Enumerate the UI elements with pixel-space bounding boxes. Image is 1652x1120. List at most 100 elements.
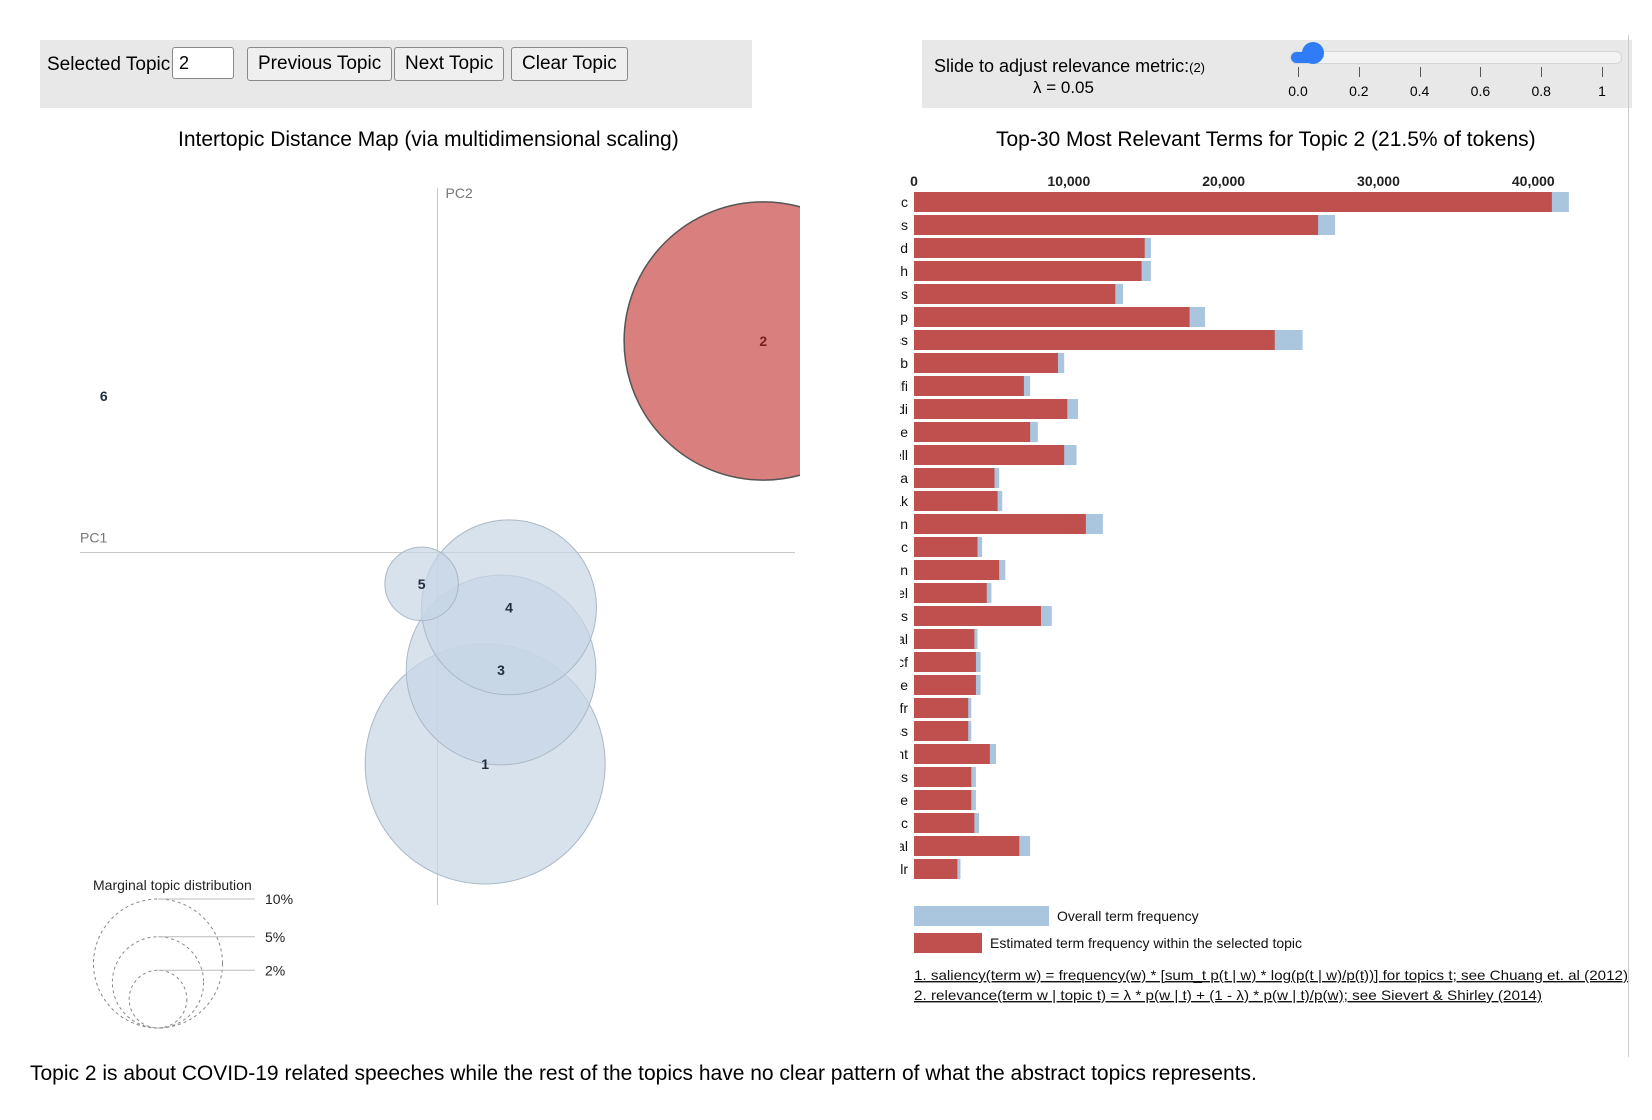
bar-topic-mdi[interactable] xyxy=(914,399,1068,419)
intertopic-map-title: Intertopic Distance Map (via multidimens… xyxy=(178,128,679,151)
relevant-terms-chart: 0 10,000 20,000 30,000 40,000 pandemic virus c… xyxy=(900,173,1628,1003)
bar-topic-ilcs[interactable] xyxy=(914,330,1275,350)
bar-topic-cra[interactable] xyxy=(914,468,995,488)
topic-circle-5[interactable] xyxy=(384,546,459,622)
term-label-prepandemic[interactable]: prepandemic xyxy=(900,815,908,831)
bar-topic-stablecoin[interactable] xyxy=(914,560,1000,580)
slider-tick-label: 0.6 xyxy=(1470,83,1491,99)
bar-x-tick-label: 30,000 xyxy=(1357,173,1400,189)
term-label-ilcs[interactable]: ilcs xyxy=(900,332,908,348)
relevance-slider-panel: Slide to adjust relevance metric:(2) λ =… xyxy=(922,40,1632,108)
panel-divider xyxy=(1628,35,1629,1057)
term-label-hardship_across[interactable]: hardship_across xyxy=(900,723,908,739)
slider-tick-label: 0.0 xyxy=(1288,83,1308,99)
bar-topic-listens_event[interactable] xyxy=(914,744,990,764)
previous-topic-button[interactable]: Previous Topic xyxy=(247,47,393,81)
bar-topic-virus[interactable] xyxy=(914,215,1319,235)
bar-footnote[interactable]: 2. relevance(term w | topic t) = λ * p(w… xyxy=(914,987,1542,1003)
lambda-value: λ = 0.05 xyxy=(1033,78,1094,97)
bar-topic-coronavirus_outbreak[interactable] xyxy=(914,491,998,511)
term-label-interim_final[interactable]: interim_final xyxy=(900,631,908,647)
term-label-fintech[interactable]: fintech xyxy=(900,263,908,279)
bar-topic-smccf[interactable] xyxy=(914,652,976,672)
bar-topic-cdfi[interactable] xyxy=(914,376,1024,396)
next-topic-button[interactable]: Next Topic xyxy=(394,47,505,81)
selected-topic-input[interactable] xyxy=(172,47,234,79)
bar-legend-swatch xyxy=(914,933,982,953)
pc1-axis-label: PC1 xyxy=(80,530,107,546)
bar-topic-fintech[interactable] xyxy=(914,261,1142,281)
topic-label-3: 3 xyxy=(497,662,505,678)
term-label-vaccine[interactable]: vaccine xyxy=(900,424,908,440)
bar-topic-prepandemic[interactable] xyxy=(914,813,975,833)
relevance-slider[interactable] xyxy=(1290,51,1622,64)
relevant-terms-title: Top-30 Most Relevant Terms for Topic 2 (… xyxy=(996,128,1536,151)
bar-topic-climaterelate[interactable] xyxy=(914,675,976,695)
bar-x-tick-label: 0 xyxy=(910,173,918,189)
term-label-sofr[interactable]: sofr xyxy=(900,700,908,716)
bar-topic-sofr[interactable] xyxy=(914,698,969,718)
term-label-cdfis[interactable]: cdfis xyxy=(900,608,908,624)
slider-tick-label: 0.8 xyxy=(1531,83,1551,99)
bar-topic-ccp[interactable] xyxy=(914,307,1190,327)
term-label-ccp[interactable]: ccp xyxy=(900,309,908,325)
term-label-covid[interactable]: covid xyxy=(900,240,908,256)
size-legend-circle xyxy=(128,969,188,1029)
bar-topic-cdfis[interactable] xyxy=(914,606,1041,626)
term-label-coronavirus_outbreak[interactable]: coronavirus_outbreak xyxy=(900,493,909,509)
topic-circle-2[interactable] xyxy=(623,201,800,481)
term-label-mdi[interactable]: mdi xyxy=(900,401,908,417)
bar-x-tick-label: 40,000 xyxy=(1512,173,1555,189)
term-label-chair_powell[interactable]: chair_powell xyxy=(900,447,908,463)
bar-topic-causing_tremendous[interactable] xyxy=(914,767,972,787)
term-label-rural_communitie[interactable]: rural_communitie xyxy=(900,792,908,808)
bar-topic-chair_powell[interactable] xyxy=(914,445,1065,465)
bar-topic-interim_final[interactable] xyxy=(914,629,975,649)
term-label-ccyb[interactable]: ccyb xyxy=(900,355,908,371)
slider-label: Slide to adjust relevance metric:(2) xyxy=(934,56,1206,76)
slider-tick xyxy=(1419,67,1421,77)
bar-topic-ccyb[interactable] xyxy=(914,353,1058,373)
bar-topic-rural_communitie[interactable] xyxy=(914,790,972,810)
term-label-cdfi[interactable]: cdfi xyxy=(900,378,908,394)
size-legend-circle xyxy=(111,936,205,1029)
topic-label-6: 6 xyxy=(100,388,108,404)
term-label-coronavirus[interactable]: coronavirus xyxy=(900,286,908,302)
bar-topic-lolr[interactable] xyxy=(914,859,958,879)
clear-topic-button[interactable]: Clear Topic xyxy=(511,47,628,81)
topic-label-2: 2 xyxy=(759,333,767,349)
bar-topic-covid[interactable] xyxy=(914,238,1145,258)
term-label-discrimination[interactable]: discrimination xyxy=(900,516,908,532)
term-label-listens_event[interactable]: listens_event xyxy=(900,746,908,762)
term-label-covid_pandemic[interactable]: covid_pandemic xyxy=(900,539,908,555)
size-legend-title: Marginal topic distribution xyxy=(93,877,252,893)
bar-topic-coronavirus[interactable] xyxy=(914,284,1116,304)
size-legend-label: 2% xyxy=(265,962,285,978)
slider-tick xyxy=(1298,67,1299,77)
bar-topic-prepandemic_level[interactable] xyxy=(914,583,987,603)
slider-tick-label: 0.4 xyxy=(1409,83,1430,99)
bar-topic-pandemic[interactable] xyxy=(914,192,1552,212)
bar-topic-digital[interactable] xyxy=(914,836,1020,856)
term-label-prepandemic_level[interactable]: prepandemic_level xyxy=(900,585,908,601)
term-label-virus[interactable]: virus xyxy=(900,217,908,233)
selected-topic-label: Selected Topic: xyxy=(47,54,176,75)
term-label-lolr[interactable]: lolr xyxy=(900,861,908,877)
bar-topic-discrimination[interactable] xyxy=(914,514,1086,534)
bar-topic-vaccine[interactable] xyxy=(914,422,1031,442)
figure-caption: Topic 2 is about COVID-19 related speech… xyxy=(30,1062,1257,1085)
term-label-digital[interactable]: digital xyxy=(900,838,908,854)
slider-footnote-ref: (2) xyxy=(1189,60,1206,75)
term-label-cra[interactable]: cra xyxy=(900,470,908,486)
term-label-climaterelate[interactable]: climaterelate xyxy=(900,677,908,693)
bar-footnote[interactable]: 1. saliency(term w) = frequency(w) * [su… xyxy=(914,967,1628,983)
term-label-causing_tremendous[interactable]: causing_tremendous xyxy=(900,769,908,785)
slider-thumb[interactable] xyxy=(1302,42,1325,64)
slider-tick xyxy=(1541,67,1543,77)
term-label-stablecoin[interactable]: stablecoin xyxy=(900,562,908,578)
bar-topic-covid_pandemic[interactable] xyxy=(914,537,978,557)
size-legend-circle xyxy=(92,898,224,1029)
term-label-pandemic[interactable]: pandemic xyxy=(900,194,908,210)
term-label-smccf[interactable]: smccf xyxy=(900,654,908,670)
bar-topic-hardship_across[interactable] xyxy=(914,721,969,741)
